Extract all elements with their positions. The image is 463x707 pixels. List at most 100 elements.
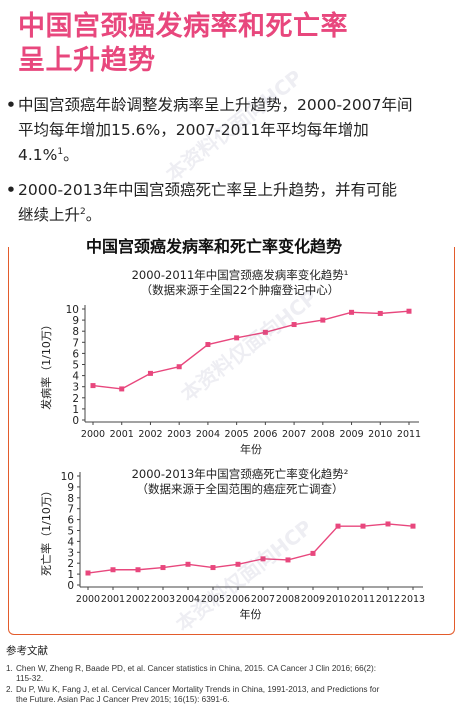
x-tick-label: 2002 xyxy=(126,594,150,605)
data-point xyxy=(185,561,191,567)
data-point xyxy=(119,386,125,392)
chart1-title: 2000-2011年中国宫颈癌发病率变化趋势¹ xyxy=(131,268,349,282)
y-tick-label: 0 xyxy=(67,580,74,592)
series-line xyxy=(87,523,414,574)
y-axis-label: 发病率（1/10万） xyxy=(39,319,53,410)
y-tick-label: 7 xyxy=(72,337,79,349)
y-tick-label: 7 xyxy=(67,504,74,516)
x-tick-label: 2007 xyxy=(251,594,275,605)
series-line xyxy=(92,310,410,390)
x-tick-label: 2005 xyxy=(225,429,249,440)
y-tick-label: 2 xyxy=(72,393,79,405)
x-tick-label: 2009 xyxy=(339,429,363,440)
y-tick-label: 8 xyxy=(67,493,74,505)
data-point xyxy=(85,570,91,576)
data-point xyxy=(291,322,297,328)
y-tick-label: 1 xyxy=(67,569,74,581)
data-point xyxy=(360,523,366,529)
bullet-line: 平均每年增加15.6%，2007-2011年平均每年增加 xyxy=(18,121,369,139)
y-tick-label: 3 xyxy=(67,547,74,559)
reference-item: 2. Du P, Wu K, Fang J, et al. Cervical C… xyxy=(6,685,458,705)
citation-ref: 2 xyxy=(80,206,86,217)
data-point xyxy=(406,308,412,314)
data-point xyxy=(110,567,116,573)
x-tick-label: 2001 xyxy=(110,429,134,440)
chart2-title: 2000-2013年中国宫颈癌死亡率变化趋势² xyxy=(131,467,349,481)
y-tick-label: 0 xyxy=(72,415,79,427)
y-tick-label: 10 xyxy=(61,471,74,483)
x-tick-label: 2009 xyxy=(301,594,325,605)
x-tick-label: 2004 xyxy=(176,594,200,605)
data-point xyxy=(349,309,355,315)
bullet-line: 2000-2013年中国宫颈癌死亡率呈上升趋势，并有可能 xyxy=(18,181,397,199)
y-tick-label: 2 xyxy=(67,558,74,570)
x-tick-label: 2004 xyxy=(196,429,220,440)
data-point xyxy=(262,329,268,335)
x-tick-label: 2006 xyxy=(226,594,250,605)
x-tick-label: 2000 xyxy=(76,594,100,605)
reference-line: Chen W, Zheng R, Baade PD, et al. Cancer… xyxy=(16,664,376,673)
data-point xyxy=(176,364,182,370)
data-point xyxy=(160,565,166,571)
x-tick-label: 2008 xyxy=(311,429,335,440)
y-tick-label: 5 xyxy=(72,360,79,372)
data-point xyxy=(90,383,96,389)
bullet-mortality: • 2000-2013年中国宫颈癌死亡率呈上升趋势，并有可能 继续上升2。 xyxy=(6,178,458,228)
bullet-dot: • xyxy=(6,96,16,114)
y-tick-label: 4 xyxy=(72,371,79,383)
y-tick-label: 8 xyxy=(72,326,79,338)
y-tick-label: 1 xyxy=(72,404,79,416)
bullet-tail: 。 xyxy=(63,146,79,164)
y-tick-label: 9 xyxy=(67,482,74,494)
bullet-dot: • xyxy=(6,181,16,199)
page-title-line2: 呈上升趋势 xyxy=(18,45,156,76)
chart2-subtitle: （数据来源于全国范围的癌症死亡调查） xyxy=(136,482,344,496)
bullet-line: 4.1% xyxy=(18,146,58,164)
data-point xyxy=(335,523,341,529)
bullet-text: 2000-2013年中国宫颈癌死亡率呈上升趋势，并有可能 继续上升2。 xyxy=(18,178,458,228)
x-tick-label: 2010 xyxy=(326,594,350,605)
chart1-subtitle: （数据来源于全国22个肿瘤登记中心） xyxy=(140,283,340,297)
data-point xyxy=(310,550,316,556)
reference-line: 115-32. xyxy=(16,674,44,683)
y-tick-label: 3 xyxy=(72,382,79,394)
x-tick-label: 2012 xyxy=(376,594,400,605)
data-point xyxy=(260,556,266,562)
y-axis-label: 死亡率（1/10万） xyxy=(39,485,53,576)
y-tick-label: 10 xyxy=(66,304,79,316)
citation-ref: 1 xyxy=(57,146,64,157)
x-tick-label: 2011 xyxy=(397,429,421,440)
reference-text: Du P, Wu K, Fang J, et al. Cervical Canc… xyxy=(16,685,458,705)
data-point xyxy=(135,567,141,573)
x-tick-label: 2007 xyxy=(282,429,306,440)
data-point xyxy=(205,342,211,348)
x-tick-label: 2005 xyxy=(201,594,225,605)
data-point xyxy=(147,370,153,376)
x-tick-label: 2000 xyxy=(81,429,105,440)
x-tick-label: 2013 xyxy=(401,594,425,605)
references-title: 参考文献 xyxy=(6,645,48,657)
chart-section-title: 中国宫颈癌发病率和死亡率变化趋势 xyxy=(80,236,349,258)
data-point xyxy=(377,310,383,316)
data-point xyxy=(234,335,240,341)
x-axis-label: 年份 xyxy=(240,442,262,456)
chart-section-frame xyxy=(8,247,455,635)
x-tick-label: 2002 xyxy=(138,429,162,440)
x-tick-label: 2001 xyxy=(101,594,125,605)
y-tick-label: 4 xyxy=(67,536,74,548)
x-tick-label: 2008 xyxy=(276,594,300,605)
bullet-tail: 。 xyxy=(85,206,102,224)
data-point xyxy=(385,521,391,527)
bullet-incidence: • 中国宫颈癌年龄调整发病率呈上升趋势，2000-2007年间 平均每年增加15… xyxy=(6,93,458,168)
reference-item: 1. Chen W, Zheng R, Baade PD, et al. Can… xyxy=(6,664,458,684)
reference-number: 1. xyxy=(6,664,13,673)
data-point xyxy=(235,561,241,567)
data-point xyxy=(410,523,416,529)
reference-number: 2. xyxy=(6,685,13,694)
data-point xyxy=(320,317,326,323)
x-tick-label: 2003 xyxy=(167,429,191,440)
page-title-line1: 中国宫颈癌发病率和死亡率 xyxy=(18,11,348,42)
data-point xyxy=(210,565,216,571)
x-tick-label: 2010 xyxy=(368,429,392,440)
